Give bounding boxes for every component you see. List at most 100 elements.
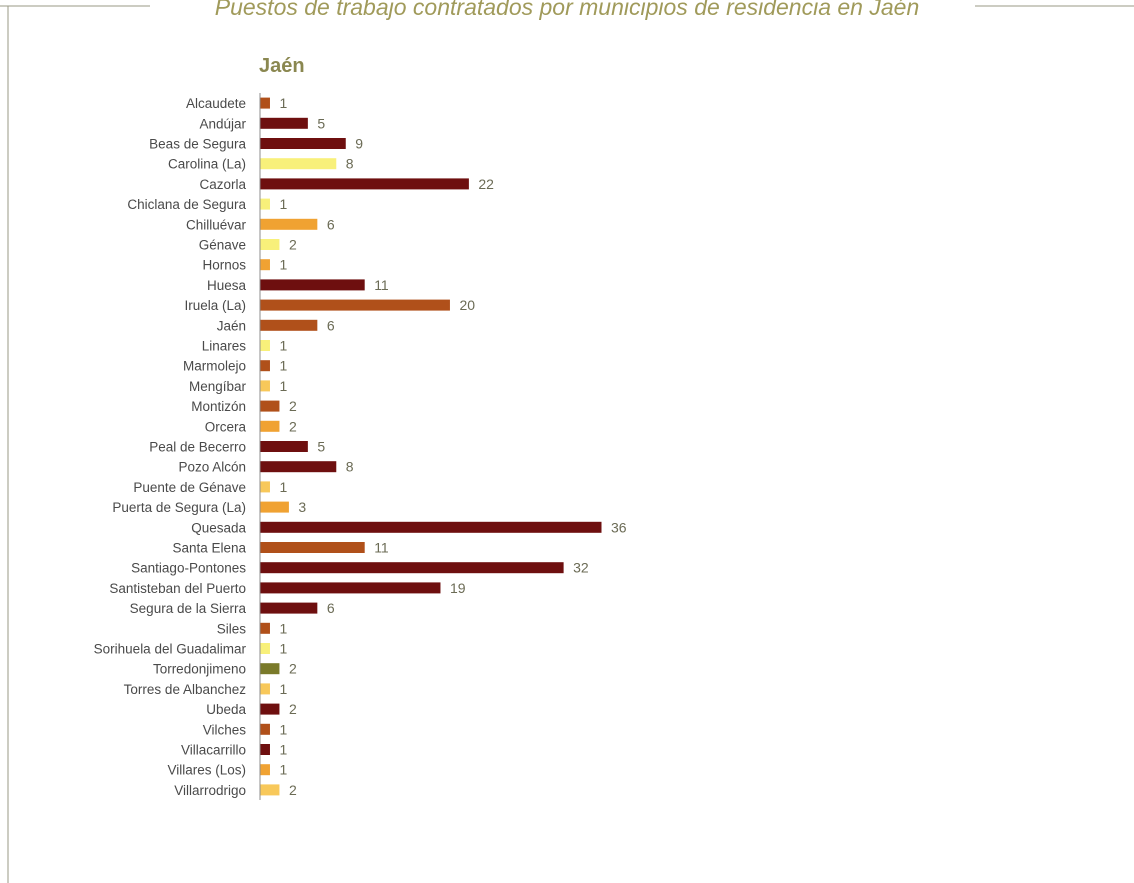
data-value-label: 8	[346, 459, 354, 475]
category-tick-label: Chilluévar	[186, 217, 247, 232]
bar	[260, 461, 337, 473]
category-tick-label: Orcera	[205, 419, 247, 434]
category-tick-label: Santisteban del Puerto	[109, 581, 246, 596]
bar	[260, 218, 318, 230]
bar	[260, 683, 270, 695]
bar	[260, 117, 308, 129]
data-value-label: 11	[374, 277, 389, 293]
value-labels-group: 1598221621112061112258133611321961121211…	[279, 95, 626, 798]
category-tick-label: Alcaudete	[186, 96, 246, 111]
bar	[260, 744, 270, 755]
chart-title: Jaén	[259, 55, 305, 77]
bar	[260, 400, 280, 412]
category-tick-label: Andújar	[199, 116, 246, 131]
bar	[260, 622, 270, 634]
bar	[260, 158, 337, 170]
bar	[260, 239, 280, 250]
data-value-label: 6	[327, 600, 335, 616]
category-tick-label: Villarrodrigo	[174, 783, 246, 798]
data-value-label: 8	[346, 156, 354, 172]
category-tick-label: Sorihuela del Guadalimar	[94, 642, 247, 657]
category-tick-label: Mengíbar	[189, 379, 247, 394]
data-value-label: 22	[478, 176, 494, 192]
data-value-label: 32	[573, 560, 589, 576]
bar	[260, 542, 365, 553]
category-tick-label: Cazorla	[199, 177, 246, 192]
category-tick-label: Torredonjimeno	[153, 662, 246, 677]
category-tick-label: Chiclana de Segura	[127, 197, 246, 212]
category-tick-label: Segura de la Sierra	[130, 601, 247, 616]
data-value-label: 1	[279, 721, 287, 737]
bar	[260, 198, 270, 210]
category-tick-label: Jaén	[217, 318, 246, 333]
category-tick-label: Pozo Alcón	[178, 460, 246, 475]
data-value-label: 1	[279, 742, 287, 758]
bar	[260, 703, 280, 715]
category-tick-label: Vilches	[203, 722, 247, 737]
data-value-label: 36	[611, 519, 627, 535]
category-tick-label: Siles	[217, 621, 247, 636]
bar	[260, 562, 564, 574]
bar	[260, 178, 469, 190]
data-value-label: 1	[279, 681, 287, 697]
category-tick-label: Carolina (La)	[168, 157, 246, 172]
category-tick-label: Ubeda	[206, 702, 246, 717]
data-value-label: 2	[289, 237, 297, 253]
data-value-label: 1	[279, 196, 287, 212]
bar	[260, 319, 318, 331]
bar	[260, 723, 270, 735]
bar	[260, 521, 602, 533]
data-value-label: 2	[289, 782, 297, 798]
bar	[260, 340, 270, 351]
category-tick-label: Montizón	[191, 399, 246, 414]
data-value-label: 2	[289, 661, 297, 677]
data-value-label: 9	[355, 136, 363, 152]
category-tick-label: Santa Elena	[172, 541, 246, 556]
bar	[260, 663, 280, 675]
data-value-label: 6	[327, 216, 335, 232]
data-value-label: 5	[317, 115, 325, 131]
data-value-label: 2	[289, 701, 297, 717]
category-tick-label: Beas de Segura	[149, 137, 246, 152]
bar	[260, 138, 346, 149]
data-value-label: 1	[279, 378, 287, 394]
data-value-label: 5	[317, 439, 325, 455]
bar	[260, 380, 270, 392]
data-value-label: 2	[289, 418, 297, 434]
bar	[260, 97, 270, 109]
data-value-label: 1	[279, 479, 287, 495]
category-tick-label: Puerta de Segura (La)	[112, 500, 246, 515]
data-value-label: 1	[279, 358, 287, 374]
category-tick-label: Linares	[202, 339, 247, 354]
data-value-label: 1	[279, 338, 287, 354]
page-title-wrap: Puestos de trabajo contratados por munic…	[0, 0, 1134, 22]
bar	[260, 420, 280, 432]
data-value-label: 19	[450, 580, 466, 596]
data-value-label: 1	[279, 620, 287, 636]
bar	[260, 764, 270, 776]
category-tick-label: Iruela (La)	[184, 298, 246, 313]
page-title: Puestos de trabajo contratados por munic…	[212, 0, 922, 20]
category-tick-label: Quesada	[191, 520, 246, 535]
bar	[260, 279, 365, 291]
category-tick-label: Génave	[199, 238, 246, 253]
bar	[260, 784, 280, 796]
data-value-label: 20	[459, 297, 475, 313]
bar	[260, 441, 308, 452]
bars-group	[260, 97, 602, 796]
bar	[260, 299, 450, 311]
category-tick-label: Peal de Becerro	[149, 440, 246, 455]
category-tick-label: Torres de Albanchez	[124, 682, 247, 697]
bar	[260, 582, 441, 594]
data-value-label: 1	[279, 257, 287, 273]
category-tick-label: Villacarrillo	[181, 743, 246, 758]
category-tick-label: Puente de Génave	[133, 480, 246, 495]
category-tick-label: Marmolejo	[183, 359, 246, 374]
category-tick-label: Villares (Los)	[167, 763, 246, 778]
data-value-label: 1	[279, 95, 287, 111]
bar	[260, 602, 318, 614]
category-tick-label: Santiago-Pontones	[131, 561, 246, 576]
data-value-label: 3	[298, 499, 306, 515]
